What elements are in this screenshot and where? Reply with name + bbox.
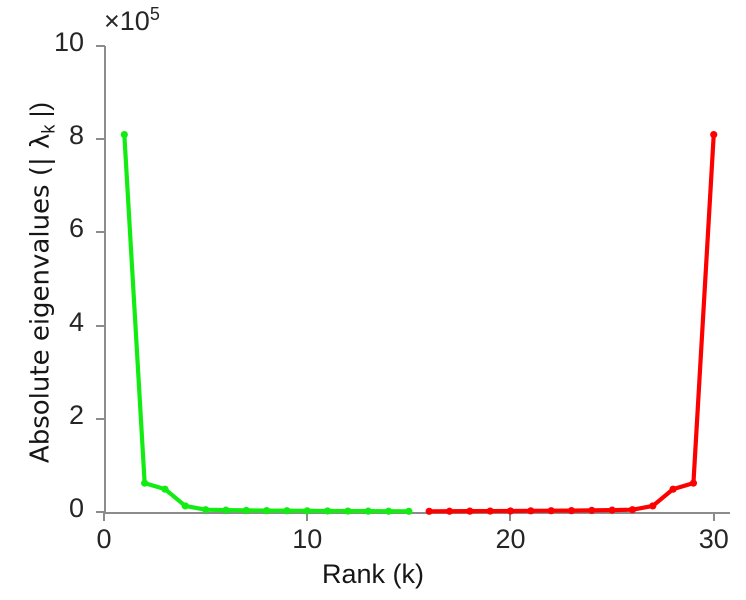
series-red-branch [425, 130, 718, 515]
data-point-marker [506, 507, 515, 515]
data-point-marker [445, 507, 454, 515]
series-line [122, 132, 411, 514]
x-tick [712, 512, 715, 521]
data-point-marker [161, 485, 169, 493]
data-point-marker [425, 507, 433, 515]
data-point-marker [120, 130, 128, 139]
x-axis-line [104, 512, 730, 514]
data-point-marker [364, 507, 372, 515]
y-axis-exponent-power: 5 [149, 4, 160, 24]
data-point-marker [608, 506, 616, 514]
y-axis-title: Absolute eigenvalues (| λk |) [24, 23, 59, 543]
data-point-marker [547, 507, 555, 515]
x-axis-title: Rank (k) [321, 559, 424, 589]
y-axis-title-subscript: k [38, 124, 59, 134]
data-point-marker [486, 507, 494, 515]
y-tick: 6 [69, 213, 105, 243]
y-tick-label: 10 [53, 27, 84, 57]
y-axis-line [104, 46, 106, 514]
data-point-marker [344, 507, 352, 515]
data-point-marker [141, 479, 149, 487]
y-tick-label: 8 [68, 120, 84, 151]
y-axis-title-tail: |) [24, 101, 55, 125]
y-tick: 4 [69, 307, 105, 337]
y-axis-exponent-mantissa: ×10 [104, 6, 150, 36]
data-point-marker [222, 506, 230, 514]
data-point-marker [710, 130, 718, 139]
data-point-marker [303, 507, 311, 515]
data-point-marker [649, 502, 657, 510]
x-tick [306, 512, 309, 521]
y-axis-exponent-label: ×105 [104, 4, 160, 37]
plot-area: 0 2 4 6 8 10 0 10 20 30 [54, 27, 730, 554]
data-point-marker [323, 507, 332, 515]
data-point-marker [202, 506, 210, 514]
y-tick-label: 0 [68, 493, 84, 523]
y-tick-label: 2 [68, 399, 84, 430]
y-tick: 2 [69, 400, 105, 430]
data-point-marker [628, 506, 637, 514]
data-point-marker [405, 507, 413, 515]
data-point-marker [263, 507, 271, 515]
data-series-canvas [120, 130, 718, 515]
data-point-marker [384, 507, 393, 515]
y-tick: 10 [54, 27, 105, 57]
data-point-marker [466, 507, 474, 515]
y-axis-title-main: Absolute eigenvalues (| λ [25, 133, 56, 464]
y-tick: 0 [69, 493, 105, 523]
data-point-marker [283, 507, 291, 515]
x-tick [509, 512, 512, 521]
data-point-marker [181, 502, 189, 510]
x-tick-label: 0 [96, 524, 112, 554]
x-tick-label: 30 [698, 524, 729, 554]
series-green-branch [120, 130, 413, 515]
x-tick-label: 10 [292, 524, 323, 554]
series-line [427, 132, 716, 514]
data-point-marker [527, 507, 535, 515]
data-point-marker [242, 506, 250, 514]
data-point-marker [588, 506, 596, 514]
data-point-marker [567, 507, 576, 515]
y-tick-label: 4 [68, 306, 84, 337]
x-tick [103, 512, 105, 521]
data-point-marker [689, 479, 698, 487]
x-tick-label: 20 [495, 524, 526, 554]
y-tick: 8 [69, 120, 105, 150]
y-tick-label: 6 [68, 213, 84, 244]
data-point-marker [669, 485, 677, 493]
